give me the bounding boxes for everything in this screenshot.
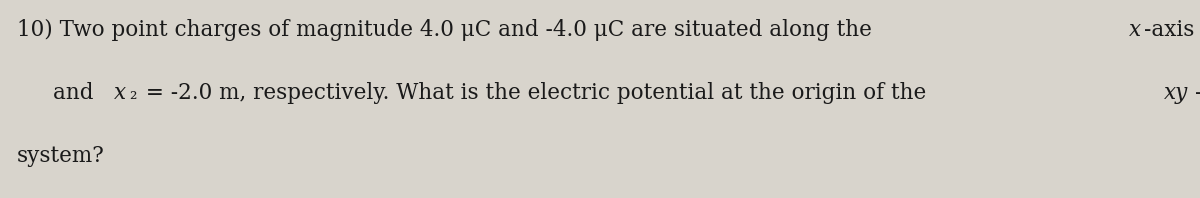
Text: ₂: ₂ [130,85,137,103]
Text: system?: system? [17,145,104,167]
Text: xy: xy [1164,82,1188,104]
Text: 10) Two point charges of magnitude 4.0 μC and -4.0 μC are situated along the: 10) Two point charges of magnitude 4.0 μ… [17,19,878,41]
Text: -axis at: -axis at [1145,19,1200,41]
Text: -coordinate: -coordinate [1195,82,1200,104]
Text: and: and [53,82,100,104]
Text: = -2.0 m, respectively. What is the electric potential at the origin of the: = -2.0 m, respectively. What is the elec… [139,82,934,104]
Text: x: x [1129,19,1141,41]
Text: x: x [114,82,126,104]
